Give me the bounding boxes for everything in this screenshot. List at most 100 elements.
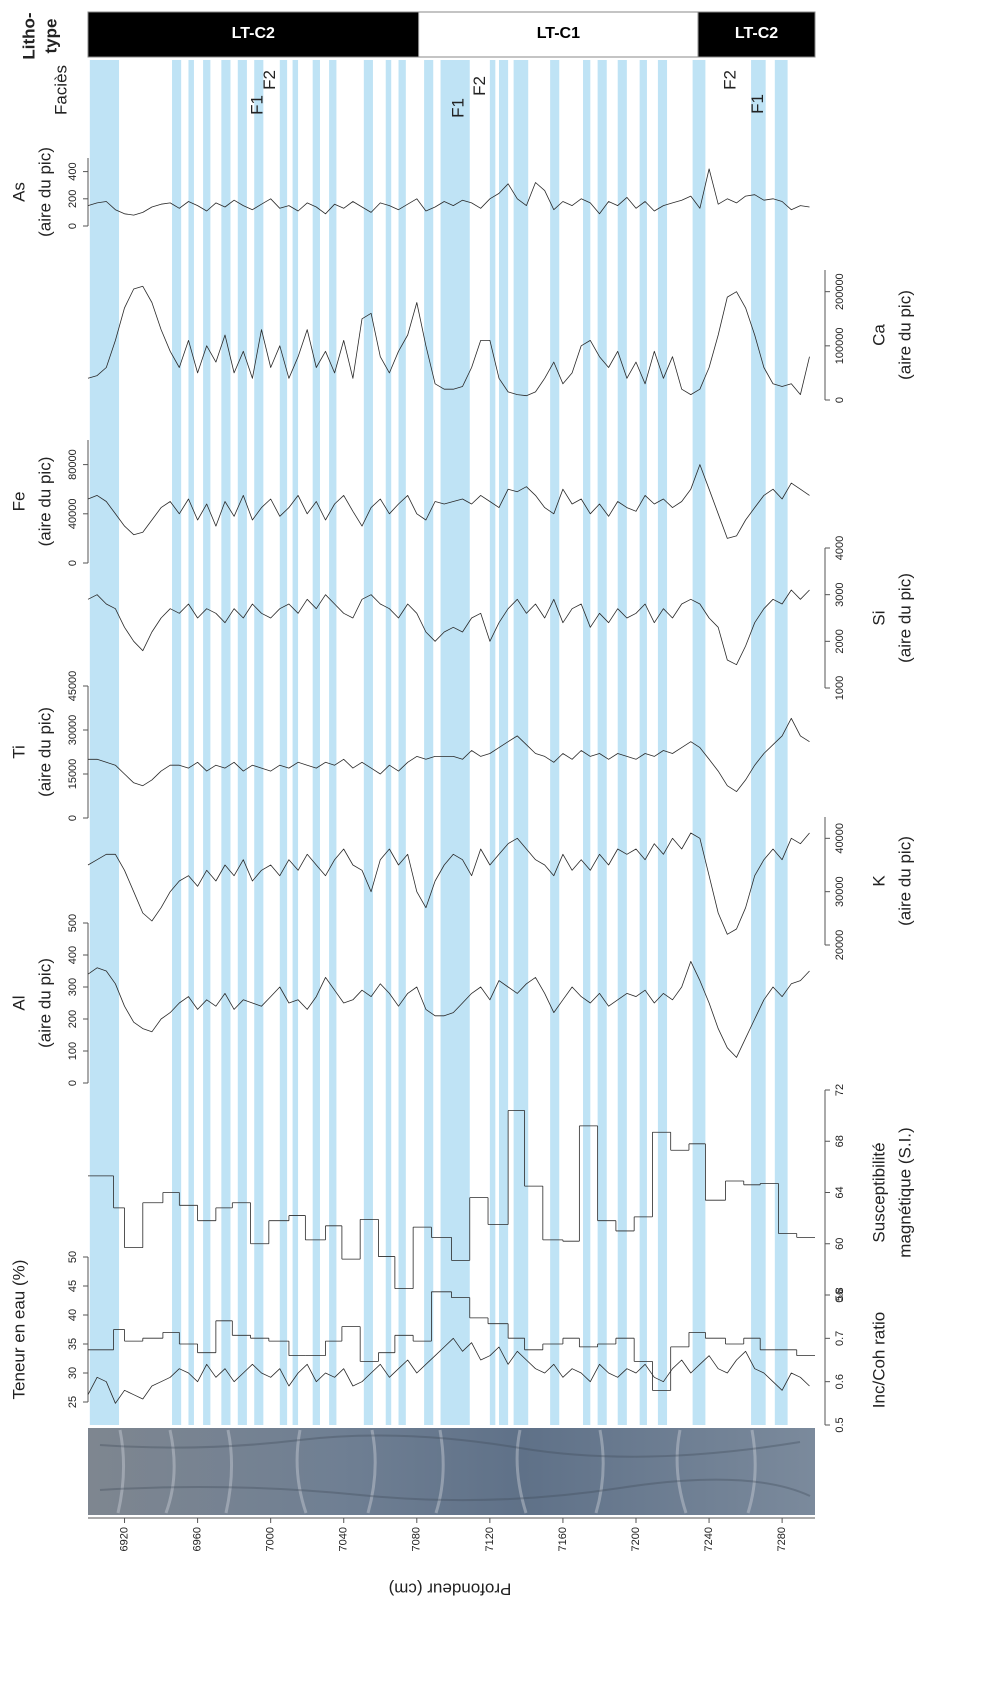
y-tick-label: 30000 <box>67 715 79 746</box>
lithotype-segment <box>697 11 816 58</box>
band-layer <box>89 60 788 1425</box>
y-tick-label: 1000 <box>834 676 846 700</box>
y-tick-label: 400 <box>67 946 79 964</box>
data-line <box>87 285 810 397</box>
facies-band <box>221 60 231 1425</box>
y-tick-label: 68 <box>834 1135 846 1147</box>
axis-title: Ca <box>869 324 888 346</box>
y-tick-label: 64 <box>834 1186 846 1198</box>
y-tick-label: 200 <box>67 190 79 208</box>
facies-band <box>498 60 509 1425</box>
y-tick-label: 0.5 <box>834 1417 846 1432</box>
y-tick-label: 0 <box>834 397 846 403</box>
core-texture <box>116 1429 757 1514</box>
facies-band <box>203 60 211 1425</box>
y-tick-label: 35 <box>67 1338 79 1350</box>
data-line <box>87 168 810 216</box>
y-tick-label: 40000 <box>67 499 79 530</box>
facies-band <box>89 60 120 1425</box>
axis-title: Susceptibilité <box>869 1142 888 1242</box>
x-axis-title: Profondeur (cm) <box>389 1580 512 1599</box>
facies-label: F1 <box>448 98 467 118</box>
y-tick-label: 0.8 <box>834 1287 846 1302</box>
y-tick-label: 0 <box>67 1080 79 1086</box>
y-tick-label: 30 <box>67 1367 79 1379</box>
core-texture <box>99 1434 811 1502</box>
y-tick-label: 20000 <box>834 930 846 961</box>
y-tick-label: 15000 <box>67 759 79 790</box>
x-tick-label: 7280 <box>776 1527 788 1551</box>
data-line <box>87 589 810 666</box>
y-tick-label: 2000 <box>834 629 846 653</box>
axis-title: K <box>869 875 888 887</box>
axis-title: (aire du pic) <box>895 836 914 926</box>
facies-label: F1 <box>247 95 266 115</box>
y-tick-label: 0 <box>67 560 79 566</box>
y-tick-label: 30000 <box>834 876 846 907</box>
x-tick-label: 7240 <box>703 1527 715 1551</box>
y-tick-label: 300 <box>67 978 79 996</box>
facies-band <box>583 60 591 1425</box>
x-tick-label: 6920 <box>118 1527 130 1551</box>
x-tick-label: 6960 <box>192 1527 204 1551</box>
y-tick-label: 45000 <box>67 671 79 702</box>
data-line <box>87 832 810 935</box>
facies-band <box>172 60 182 1425</box>
y-tick-label: 80000 <box>67 449 79 480</box>
facies-label: F2 <box>470 76 489 96</box>
y-tick-label: 0 <box>67 815 79 821</box>
y-tick-label: 0.7 <box>834 1331 846 1346</box>
y-tick-label: 72 <box>834 1084 846 1096</box>
facies-band <box>440 60 470 1425</box>
facies-band <box>751 60 766 1425</box>
x-tick-label: 7200 <box>630 1527 642 1551</box>
x-tick-label: 7040 <box>338 1527 350 1551</box>
facies-band <box>617 60 627 1425</box>
facies-band <box>424 60 434 1425</box>
y-tick-label: 25 <box>67 1396 79 1408</box>
x-tick-label: 7120 <box>484 1527 496 1551</box>
y-tick-label: 56 <box>834 1289 846 1301</box>
facies-band <box>657 60 668 1425</box>
facies-band <box>254 60 264 1425</box>
axis-title: (aire du pic) <box>35 958 54 1048</box>
y-tick-label: 0.6 <box>834 1374 846 1389</box>
facies-band <box>329 60 337 1425</box>
core-image <box>88 1428 815 1515</box>
lithotype-title: Litho- <box>19 12 38 59</box>
y-tick-label: 60 <box>834 1238 846 1250</box>
y-tick-label: 3000 <box>834 582 846 606</box>
facies-band <box>292 60 299 1425</box>
facies-band <box>692 60 706 1425</box>
y-tick-label: 100000 <box>834 327 846 364</box>
facies-band <box>385 60 392 1425</box>
axis-title: As <box>9 182 28 202</box>
x-tick-label: 7080 <box>411 1527 423 1551</box>
y-tick-label: 100 <box>67 1042 79 1060</box>
data-line <box>87 1337 810 1404</box>
facies-band <box>639 60 647 1425</box>
axis-title: Ti <box>9 745 28 759</box>
facies-label: F2 <box>720 70 739 90</box>
axis-title: magnétique (S.I.) <box>895 1127 914 1257</box>
axis-title: Si <box>869 610 888 625</box>
y-tick-label: 40 <box>67 1309 79 1321</box>
axis-title: (aire du pic) <box>35 147 54 237</box>
y-tick-label: 4000 <box>834 536 846 560</box>
facies-band <box>550 60 560 1425</box>
lithotype-label: LT-C1 <box>537 25 580 42</box>
y-tick-label: 40000 <box>834 823 846 854</box>
facies-label: F1 <box>748 94 767 114</box>
lithotype-label: LT-C2 <box>232 25 275 42</box>
y-tick-label: 200000 <box>834 273 846 310</box>
data-line <box>87 961 810 1058</box>
axis-title: (aire du pic) <box>895 573 914 663</box>
axis-title: Inc/Coh ratio <box>869 1312 888 1408</box>
facies-band <box>489 60 496 1425</box>
axis-title: Teneur en eau (%) <box>9 1260 28 1400</box>
x-tick-label: 7160 <box>557 1527 569 1551</box>
facies-band <box>188 60 194 1425</box>
y-tick-label: 500 <box>67 914 79 932</box>
